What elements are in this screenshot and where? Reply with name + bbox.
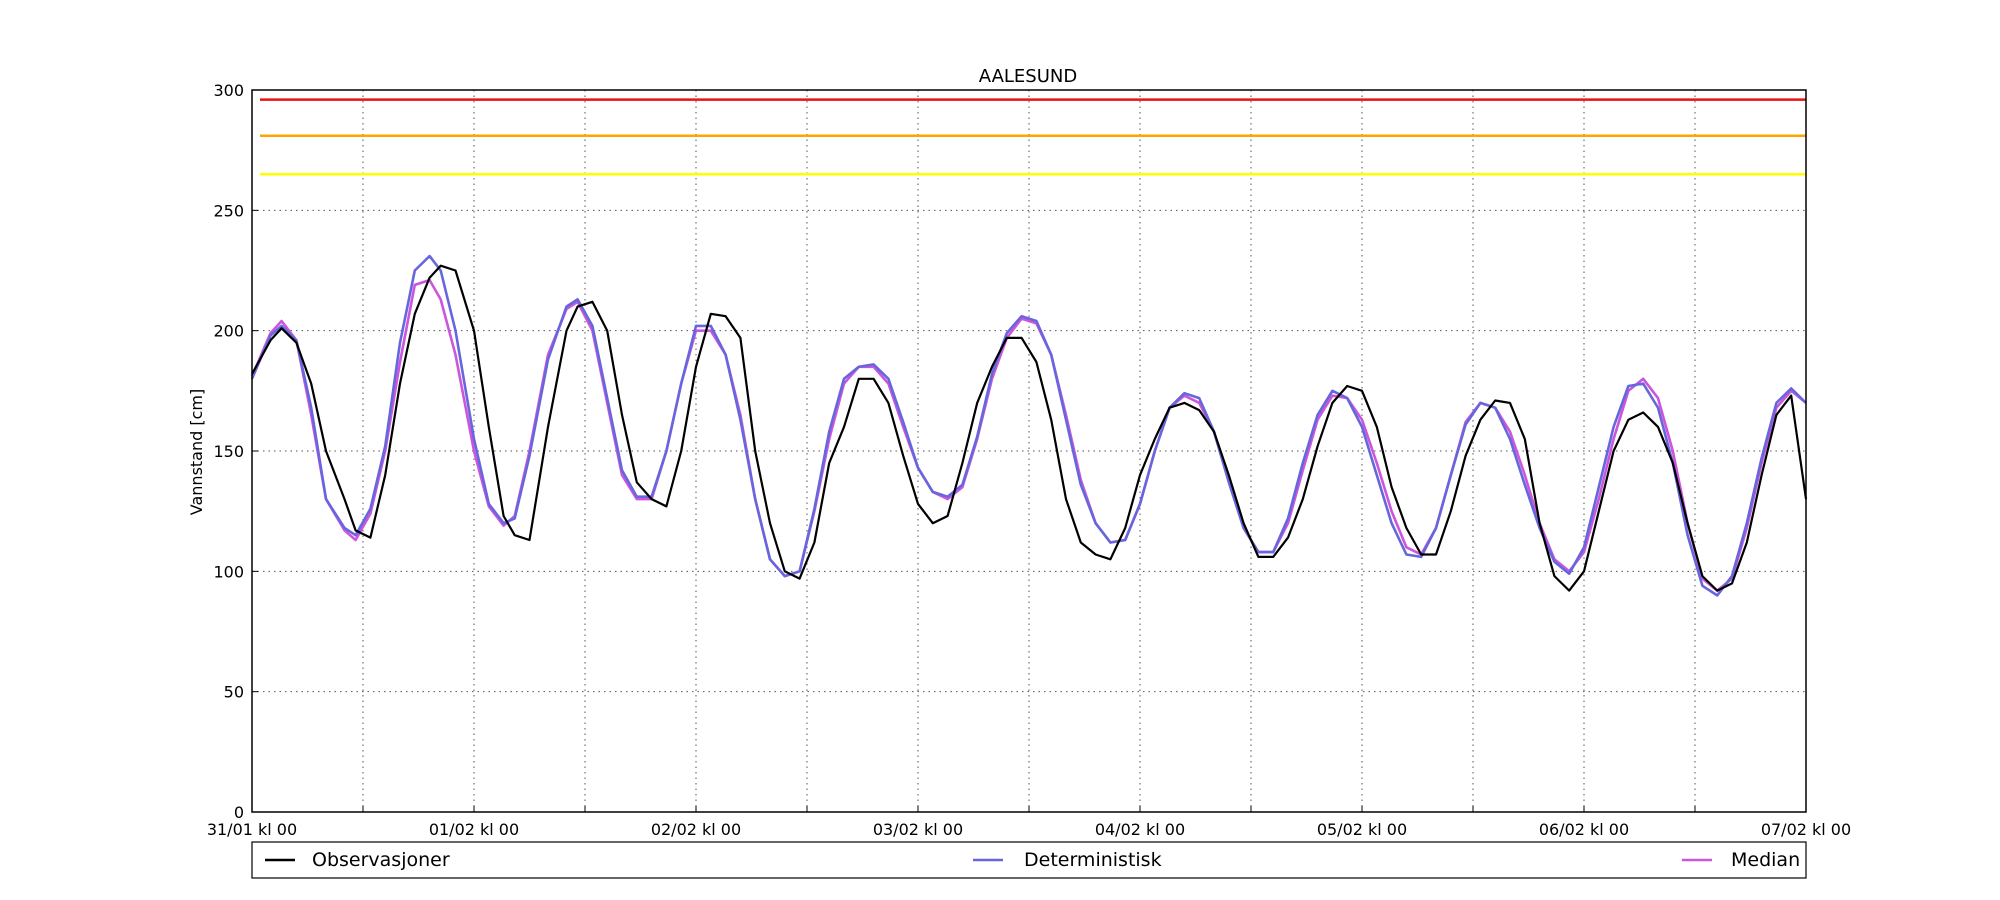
- threshold-lines: [260, 98, 1806, 176]
- y-tick-label: 200: [213, 322, 244, 341]
- y-axis-label: Vannstand [cm]: [187, 389, 206, 515]
- legend-frame: [251, 841, 1807, 879]
- x-tick-label: 04/02 kl 00: [1095, 820, 1185, 839]
- y-tick-label: 50: [224, 683, 244, 702]
- y-tick-label: 150: [213, 442, 244, 461]
- series-line-observasjoner: [251, 264, 1808, 592]
- y-tick-label: 0: [234, 803, 244, 822]
- x-tick-label: 06/02 kl 00: [1539, 820, 1629, 839]
- x-tick-label: 03/02 kl 00: [873, 820, 963, 839]
- series-lines: [250, 254, 1808, 597]
- y-tick-label: 300: [213, 81, 244, 100]
- legend-label-deterministisk: Deterministisk: [1024, 849, 1162, 871]
- y-tick-label: 250: [213, 201, 244, 220]
- axis-ticks: 0 50 100 150 200 250 300 31/01 kl 00 01/02 kl 00…: [207, 81, 1851, 839]
- x-tick-label: 05/02 kl 00: [1317, 820, 1407, 839]
- legend-label-median: Median: [1731, 849, 1800, 871]
- chart-title: AALESUND: [979, 66, 1077, 87]
- x-tick-label: 01/02 kl 00: [429, 820, 519, 839]
- x-tick-label: 07/02 kl 00: [1761, 820, 1851, 839]
- grid: [252, 90, 1806, 812]
- x-tick-label: 31/01 kl 00: [207, 820, 297, 839]
- legend: Observasjoner Deterministisk Median: [251, 841, 1807, 879]
- x-tick-label: 02/02 kl 00: [651, 820, 741, 839]
- legend-label-observasjoner: Observasjoner: [312, 849, 450, 871]
- series-line-deterministisk: [250, 254, 1807, 597]
- y-tick-label: 100: [213, 562, 244, 581]
